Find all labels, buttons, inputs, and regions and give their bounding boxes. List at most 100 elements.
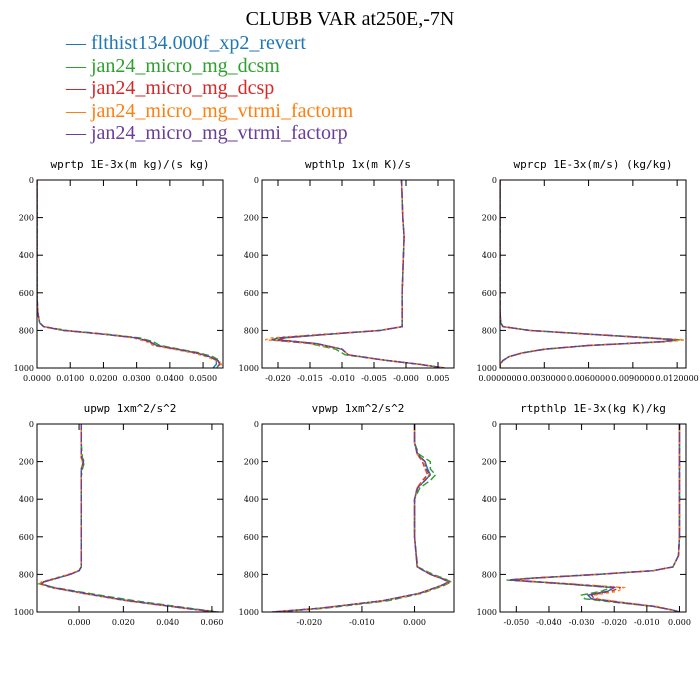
series-line-4 bbox=[265, 180, 445, 368]
series-line-1 bbox=[272, 424, 451, 612]
x-tick-label: 0.060 bbox=[200, 618, 223, 627]
series-line-1 bbox=[500, 180, 675, 368]
y-tick-label: 200 bbox=[244, 214, 259, 223]
y-tick-label: 400 bbox=[482, 495, 497, 504]
series-line-1 bbox=[37, 180, 218, 368]
series-line-3 bbox=[277, 180, 445, 368]
panel-title: vpwp 1xm^2/s^2 bbox=[312, 402, 405, 415]
series-line-3 bbox=[509, 424, 681, 612]
y-tick-label: 800 bbox=[482, 326, 497, 335]
series-line-5 bbox=[509, 424, 681, 612]
legend-label: jan24_micro_mg_vtrmi_factorp bbox=[91, 122, 348, 144]
series-line-2 bbox=[37, 424, 219, 612]
series-line-4 bbox=[37, 180, 223, 368]
series-line-2 bbox=[37, 180, 221, 368]
panel-title: wprtp 1E-3x(m kg)/(s kg) bbox=[51, 158, 210, 171]
plot-frame bbox=[36, 423, 224, 613]
x-tick-label: -0.010 bbox=[349, 618, 375, 627]
x-tick-label: 0.0030000 bbox=[523, 374, 566, 383]
panel-title: wprcp 1E-3x(m/s) (kg/kg) bbox=[514, 158, 673, 171]
legend-entry-1: — flthist134.000f_xp2_revert bbox=[66, 32, 306, 54]
chart-panel-3: wprcp 1E-3x(m/s) (kg/kg) 0 200 400 600 800 100… bbox=[477, 158, 699, 383]
y-tick-label: 1000 bbox=[14, 364, 34, 373]
x-tick-label: 0.0000000 bbox=[478, 374, 521, 383]
y-tick-label: 800 bbox=[19, 570, 34, 579]
series-line-3 bbox=[500, 180, 678, 368]
x-tick-label: 0.0200 bbox=[89, 374, 117, 383]
chart-panel-2: wpthlp 1x(m K)/s02004006008001000-0.020-… bbox=[239, 158, 455, 383]
y-tick-label: 800 bbox=[482, 570, 497, 579]
y-tick-label: 0 bbox=[254, 420, 259, 429]
panel-title: upwp 1xm^2/s^2 bbox=[84, 402, 177, 415]
series-line-1 bbox=[40, 424, 217, 612]
x-tick-label: 0.040 bbox=[156, 618, 179, 627]
y-tick-label: 1000 bbox=[477, 364, 497, 373]
y-tick-label: 200 bbox=[482, 214, 497, 223]
y-tick-label: 600 bbox=[19, 533, 34, 542]
x-tick-label: -0.020 bbox=[297, 618, 323, 627]
x-tick-label: 0.0400 bbox=[156, 374, 184, 383]
legend: — flthist134.000f_xp2_revert — jan24_mic… bbox=[66, 32, 353, 145]
y-tick-label: 0 bbox=[29, 420, 34, 429]
chart-panel-4: upwp 1xm^2/s^2 0 200 400 600 800 1000 0.000 0.02… bbox=[14, 402, 224, 627]
x-tick-label: -0.050 bbox=[504, 618, 530, 627]
series-line-4 bbox=[512, 424, 681, 612]
y-tick-label: 200 bbox=[19, 458, 34, 467]
y-tick-label: 600 bbox=[482, 289, 497, 298]
x-tick-label: 0.000 bbox=[68, 618, 91, 627]
series-line-3 bbox=[40, 424, 217, 612]
series-line-5 bbox=[272, 424, 451, 612]
y-tick-label: 0 bbox=[29, 176, 34, 185]
x-tick-label: -0.015 bbox=[297, 374, 323, 383]
x-tick-label: 0.000 bbox=[668, 618, 691, 627]
y-tick-label: 0 bbox=[492, 420, 497, 429]
plot-frame bbox=[261, 179, 455, 369]
y-tick-label: 0 bbox=[254, 176, 259, 185]
x-tick-label: 0.005 bbox=[427, 374, 450, 383]
y-tick-label: 400 bbox=[19, 495, 34, 504]
y-tick-label: 1000 bbox=[239, 608, 259, 617]
chart-panel-5: vpwp 1xm^2/s^2 0 200 400 600 800 1000 -0.020 -0.… bbox=[239, 402, 455, 627]
y-tick-label: 800 bbox=[19, 326, 34, 335]
legend-label: jan24_micro_mg_vtrmi_factorm bbox=[91, 99, 354, 122]
legend-entry-2: — jan24_micro_mg_dcsm bbox=[66, 54, 280, 77]
x-tick-label: 0.0300 bbox=[123, 374, 151, 383]
series-line-1 bbox=[509, 424, 681, 612]
x-tick-label: 0.000 bbox=[403, 618, 426, 627]
x-tick-label: -0.020 bbox=[265, 374, 291, 383]
x-tick-label: -0.000 bbox=[393, 374, 419, 383]
x-tick-label: 0.0120000 bbox=[656, 374, 699, 383]
y-tick-label: 800 bbox=[244, 570, 259, 579]
x-tick-label: 0.0000 bbox=[23, 374, 51, 383]
chart-panel-1: wprtp 1E-3x(m kg)/(s kg) 0 200 400 600 800 100… bbox=[14, 158, 224, 383]
y-tick-label: 400 bbox=[244, 495, 259, 504]
y-tick-label: 1000 bbox=[239, 364, 259, 373]
series-line-2 bbox=[277, 424, 453, 612]
series-line-3 bbox=[272, 424, 451, 612]
series-line-1 bbox=[277, 180, 445, 368]
series-line-3 bbox=[37, 180, 221, 368]
series-line-5 bbox=[271, 180, 445, 368]
y-tick-label: 600 bbox=[19, 289, 34, 298]
y-tick-label: 400 bbox=[19, 251, 34, 260]
panel-title: wpthlp 1x(m K)/s bbox=[305, 158, 411, 171]
series-line-5 bbox=[40, 424, 217, 612]
y-tick-label: 200 bbox=[19, 214, 34, 223]
y-tick-label: 600 bbox=[244, 533, 259, 542]
legend-label: jan24_micro_mg_dcsm bbox=[91, 54, 280, 77]
legend-entry-4: — jan24_micro_mg_vtrmi_factorm bbox=[66, 99, 354, 122]
series-line-5 bbox=[500, 180, 676, 368]
y-tick-label: 600 bbox=[244, 289, 259, 298]
y-tick-label: 400 bbox=[244, 251, 259, 260]
y-tick-label: 1000 bbox=[14, 608, 34, 617]
series-line-5 bbox=[37, 180, 221, 368]
y-tick-label: 1000 bbox=[477, 608, 497, 617]
x-tick-label: -0.030 bbox=[569, 618, 595, 627]
series-line-2 bbox=[506, 424, 681, 612]
panel-title: rtpthlp 1E-3x(kg K)/kg bbox=[520, 402, 666, 415]
x-tick-label: -0.010 bbox=[634, 618, 660, 627]
plot-frame bbox=[261, 423, 455, 613]
x-tick-label: -0.010 bbox=[329, 374, 355, 383]
series-line-4 bbox=[272, 424, 453, 612]
